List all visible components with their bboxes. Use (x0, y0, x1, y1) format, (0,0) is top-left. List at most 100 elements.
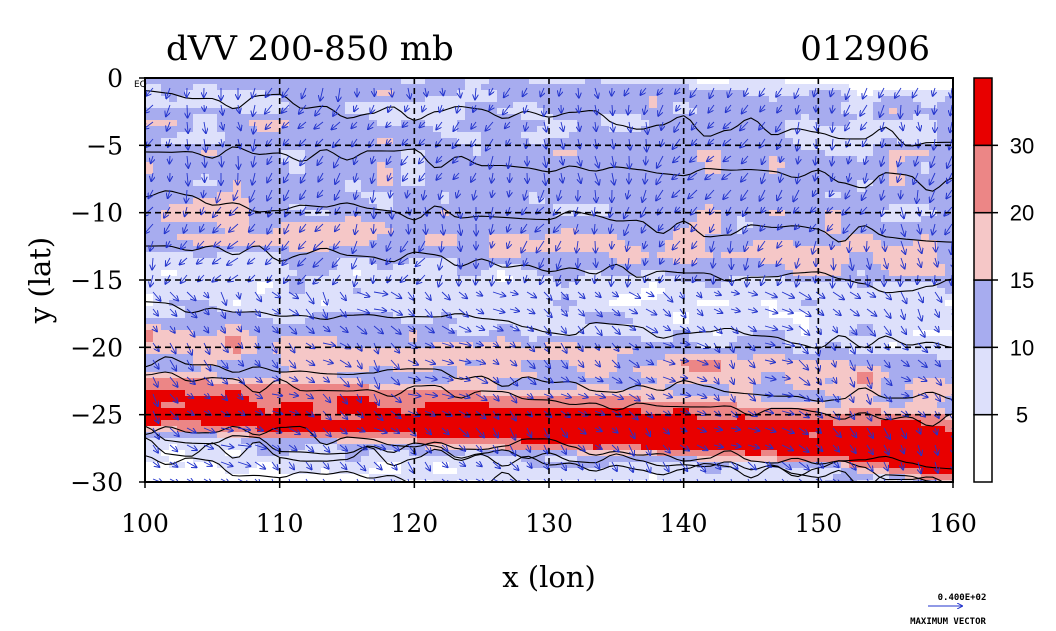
field-cell (713, 354, 722, 361)
field-cell (585, 324, 594, 331)
field-cell (481, 234, 490, 241)
field-cell (505, 216, 514, 223)
field-cell (177, 252, 186, 259)
field-cell (369, 162, 378, 169)
field-cell (305, 174, 314, 181)
field-cell (673, 138, 682, 145)
field-cell (177, 360, 186, 367)
field-cell (529, 258, 538, 265)
field-cell (769, 318, 778, 325)
field-cell (385, 240, 394, 247)
field-cell (497, 366, 506, 373)
field-cell (273, 300, 282, 307)
field-cell (369, 354, 378, 361)
field-cell (801, 84, 810, 91)
field-cell (217, 288, 226, 295)
field-cell (257, 324, 266, 331)
field-cell (281, 168, 290, 175)
field-cell (793, 306, 802, 313)
field-cell (353, 132, 362, 139)
field-cell (385, 114, 394, 121)
field-cell (185, 204, 194, 211)
field-cell (697, 252, 706, 259)
field-cell (897, 342, 906, 349)
field-cell (441, 144, 450, 151)
field-cell (697, 216, 706, 223)
field-cell (577, 186, 586, 193)
field-cell (161, 102, 170, 109)
field-cell (889, 108, 898, 115)
field-cell (201, 282, 210, 289)
field-cell (649, 222, 658, 229)
field-cell (449, 150, 458, 157)
field-cell (225, 312, 234, 319)
field-cell (433, 240, 442, 247)
field-cell (833, 114, 842, 121)
field-cell (321, 90, 330, 97)
field-cell (433, 300, 442, 307)
field-cell (921, 300, 930, 307)
field-cell (705, 336, 714, 343)
field-cell (649, 204, 658, 211)
field-cell (345, 138, 354, 145)
field-cell (497, 246, 506, 253)
field-cell (913, 324, 922, 331)
field-cell (417, 336, 426, 343)
field-cell (401, 228, 410, 235)
field-cell (153, 258, 162, 265)
field-cell (577, 132, 586, 139)
field-cell (569, 342, 578, 349)
field-cell (425, 228, 434, 235)
field-cell (289, 228, 298, 235)
field-cell (641, 324, 650, 331)
field-cell (401, 336, 410, 343)
field-cell (473, 258, 482, 265)
field-cell (377, 234, 386, 241)
field-cell (625, 108, 634, 115)
field-cell (193, 192, 202, 199)
field-cell (305, 162, 314, 169)
field-cell (761, 288, 770, 295)
field-cell (673, 306, 682, 313)
field-cell (609, 246, 618, 253)
field-cell (385, 198, 394, 205)
field-cell (409, 90, 418, 97)
field-cell (601, 102, 610, 109)
field-cell (241, 102, 250, 109)
field-cell (297, 228, 306, 235)
field-cell (857, 312, 866, 319)
field-cell (929, 360, 938, 367)
field-cell (753, 204, 762, 211)
field-cell (665, 306, 674, 313)
field-cell (449, 324, 458, 331)
field-cell (913, 186, 922, 193)
field-cell (177, 318, 186, 325)
field-cell (185, 186, 194, 193)
field-cell (729, 210, 738, 217)
field-cell (161, 234, 170, 241)
field-cell (185, 246, 194, 253)
field-cell (881, 138, 890, 145)
field-cell (929, 222, 938, 229)
field-cell (441, 282, 450, 289)
field-cell (825, 114, 834, 121)
field-cell (257, 180, 266, 187)
field-cell (289, 342, 298, 349)
field-cell (249, 282, 258, 289)
field-cell (913, 318, 922, 325)
field-cell (681, 192, 690, 199)
field-cell (833, 174, 842, 181)
field-cell (329, 258, 338, 265)
field-cell (577, 228, 586, 235)
field-cell (401, 204, 410, 211)
field-cell (849, 180, 858, 187)
field-cell (649, 216, 658, 223)
field-cell (737, 360, 746, 367)
field-cell (257, 270, 266, 277)
field-cell (689, 96, 698, 103)
field-cell (905, 300, 914, 307)
field-cell (257, 228, 266, 235)
field-cell (489, 168, 498, 175)
field-cell (321, 348, 330, 355)
field-cell (377, 216, 386, 223)
